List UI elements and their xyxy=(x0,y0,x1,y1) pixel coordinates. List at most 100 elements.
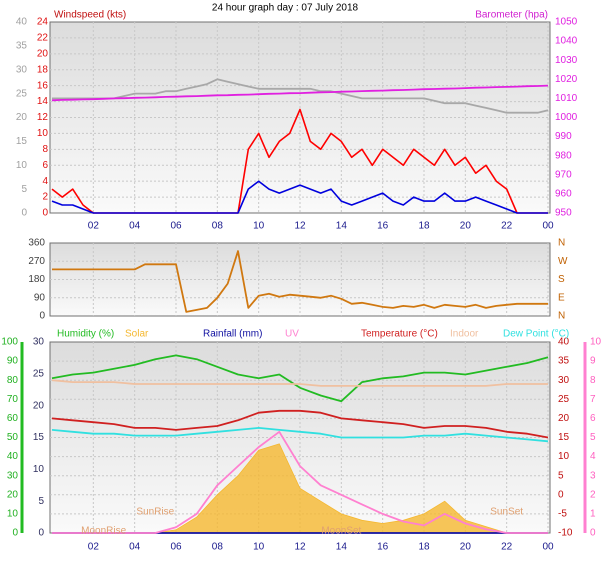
y-tick-label: 100 xyxy=(1,337,18,348)
y4-tick-label: 5 xyxy=(590,432,596,443)
y3-tick-label: 40 xyxy=(16,17,28,28)
y2-tick-label: S xyxy=(558,274,565,285)
y3-tick-label: 0 xyxy=(38,528,44,539)
x-tick-label: 10 xyxy=(253,221,265,232)
x-tick-label: 20 xyxy=(460,542,472,553)
y2-tick-label: 970 xyxy=(555,169,572,180)
y3-tick-label: 25 xyxy=(16,88,28,99)
y2-tick-label: 10 xyxy=(558,451,570,462)
y3-tick-label: 30 xyxy=(33,337,45,348)
series-line xyxy=(52,250,548,313)
series-line xyxy=(52,78,549,114)
y-tick-label: 180 xyxy=(28,274,45,285)
x-tick-label: 16 xyxy=(377,221,389,232)
y-tick-label: 22 xyxy=(37,33,49,44)
y2-tick-label: -10 xyxy=(558,528,573,539)
legend-entry: UV xyxy=(285,329,299,340)
y-tick-label: 80 xyxy=(7,375,19,386)
y3-tick-label: 20 xyxy=(16,112,28,123)
x-tick-label: 12 xyxy=(294,221,306,232)
y-tick-label: 90 xyxy=(34,292,46,303)
y4-tick-label: 7 xyxy=(590,394,596,405)
y-tick-label: 12 xyxy=(37,112,49,123)
y-tick-label: 30 xyxy=(7,470,19,481)
series-line xyxy=(51,84,549,102)
y3-tick-label: 20 xyxy=(33,400,45,411)
y-tick-label: 60 xyxy=(7,413,19,424)
series-line xyxy=(51,180,548,214)
y-tick-label: 10 xyxy=(7,509,19,520)
legend-entry: Temperature (°C) xyxy=(361,329,438,340)
series-line xyxy=(52,430,548,534)
x-tick-label: 22 xyxy=(501,221,513,232)
y4-tick-label: 10 xyxy=(590,337,602,348)
y-tick-label: 40 xyxy=(7,451,19,462)
y-tick-label: 8 xyxy=(42,144,48,155)
y2-tick-label: 1030 xyxy=(555,55,578,66)
series-line xyxy=(51,379,548,387)
y2-tick-label: E xyxy=(558,292,565,303)
legend-entry: Dew Point (°C) xyxy=(503,329,569,340)
x-tick-label: 10 xyxy=(253,542,265,553)
y4-tick-label: 0 xyxy=(590,528,596,539)
y3-tick-label: 15 xyxy=(33,432,45,443)
y3-tick-label: 10 xyxy=(33,464,45,475)
y2-tick-label: 40 xyxy=(558,337,570,348)
x-tick-label: 04 xyxy=(129,221,141,232)
y-tick-label: 6 xyxy=(42,160,48,171)
x-tick-label: 18 xyxy=(418,221,430,232)
series-line xyxy=(51,409,549,439)
series-line xyxy=(51,427,549,443)
x-tick-label: 12 xyxy=(294,542,306,553)
y2-tick-label: N xyxy=(558,238,565,249)
y2-axis-title: Barometer (hpa) xyxy=(475,10,548,21)
y4-tick-label: 1 xyxy=(590,509,596,520)
y-tick-label: 0 xyxy=(12,528,18,539)
y-tick-label: 20 xyxy=(7,489,19,500)
y2-tick-label: N xyxy=(558,311,565,322)
y2-tick-label: 1040 xyxy=(555,36,578,47)
y3-tick-label: 0 xyxy=(21,208,27,219)
x-tick-label: 08 xyxy=(212,542,224,553)
y3-tick-label: 5 xyxy=(38,496,44,507)
y3-tick-label: 10 xyxy=(16,160,28,171)
event-label: MoonSet xyxy=(321,526,361,537)
y-tick-label: 2 xyxy=(42,192,48,203)
y2-tick-label: 1020 xyxy=(555,74,578,85)
x-tick-label: 18 xyxy=(418,542,430,553)
y2-tick-label: 980 xyxy=(555,150,572,161)
y4-tick-label: 2 xyxy=(590,489,596,500)
y2-tick-label: 15 xyxy=(558,432,570,443)
x-tick-label: 04 xyxy=(129,542,141,553)
x-tick-label: 06 xyxy=(170,542,182,553)
x-tick-label: 20 xyxy=(460,221,472,232)
y2-tick-label: 960 xyxy=(555,189,572,200)
y-tick-label: 14 xyxy=(37,96,49,107)
event-label: SunRise xyxy=(136,507,174,518)
y2-tick-label: 950 xyxy=(555,208,572,219)
y3-tick-label: 30 xyxy=(16,64,28,75)
y2-tick-label: 20 xyxy=(558,413,570,424)
y-tick-label: 270 xyxy=(28,256,45,267)
y3-tick-label: 35 xyxy=(16,41,28,52)
y4-tick-label: 6 xyxy=(590,413,596,424)
legend-entry: Indoor xyxy=(450,329,479,340)
y-tick-label: 4 xyxy=(42,176,48,187)
x-tick-label: 14 xyxy=(336,542,348,553)
legend-entry: Rainfall (mm) xyxy=(203,329,262,340)
y2-tick-label: 1050 xyxy=(555,17,578,28)
y4-tick-label: 9 xyxy=(590,356,596,367)
y3-tick-label: 5 xyxy=(21,184,27,195)
y4-tick-label: 4 xyxy=(590,451,596,462)
x-tick-label: 00 xyxy=(542,221,554,232)
y3-tick-label: 15 xyxy=(16,136,28,147)
x-tick-label: 14 xyxy=(336,221,348,232)
y4-tick-label: 3 xyxy=(590,470,596,481)
y-tick-label: 16 xyxy=(37,80,49,91)
y-tick-label: 360 xyxy=(28,238,45,249)
y-tick-label: 10 xyxy=(37,128,49,139)
y2-tick-label: -5 xyxy=(558,509,567,520)
y-tick-label: 50 xyxy=(7,432,19,443)
event-label: SunSet xyxy=(490,507,523,518)
